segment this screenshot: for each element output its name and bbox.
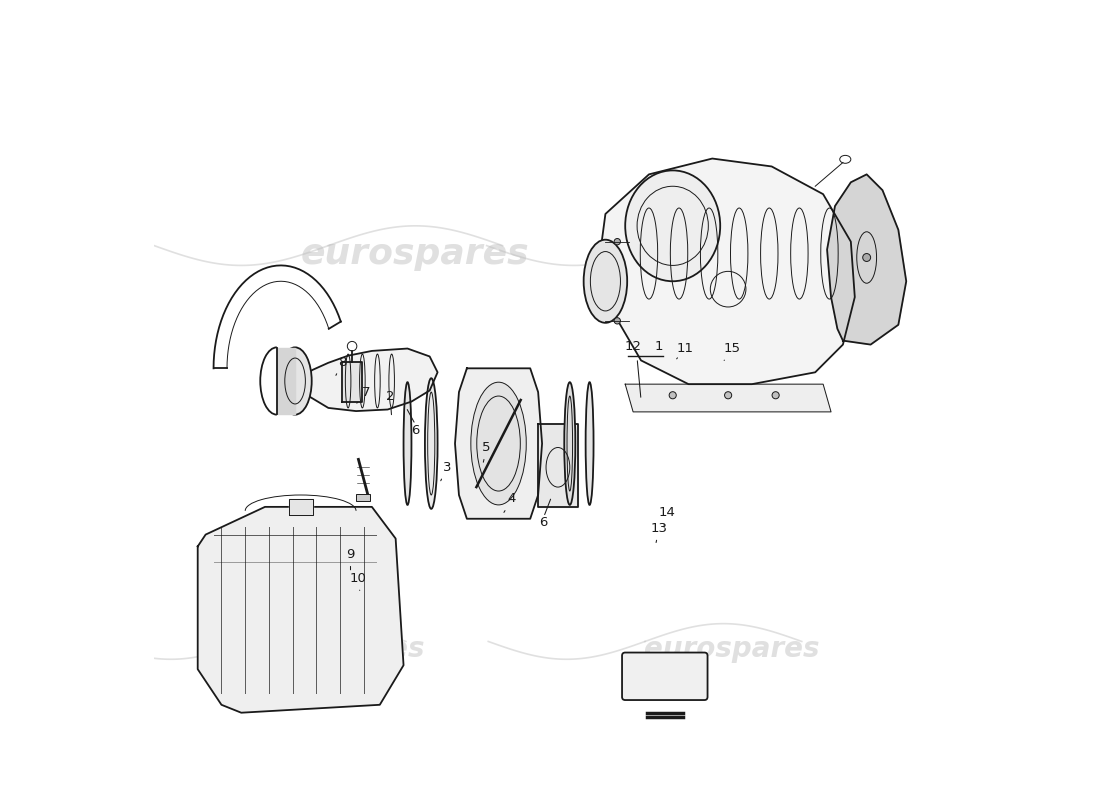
- Text: 6: 6: [539, 516, 548, 530]
- Ellipse shape: [669, 392, 676, 399]
- Ellipse shape: [625, 170, 720, 282]
- Ellipse shape: [614, 238, 620, 245]
- Text: 5: 5: [483, 441, 491, 462]
- Ellipse shape: [862, 254, 870, 262]
- Text: 15: 15: [724, 342, 740, 361]
- Polygon shape: [455, 368, 542, 518]
- Text: 11: 11: [676, 342, 693, 359]
- Text: 4: 4: [504, 493, 516, 513]
- Ellipse shape: [614, 318, 620, 324]
- Ellipse shape: [404, 382, 411, 505]
- Ellipse shape: [584, 240, 627, 323]
- Ellipse shape: [564, 382, 575, 505]
- Polygon shape: [342, 362, 362, 402]
- Polygon shape: [538, 424, 578, 507]
- Polygon shape: [277, 348, 295, 414]
- Polygon shape: [597, 158, 855, 384]
- FancyBboxPatch shape: [621, 653, 707, 700]
- Text: eurospares: eurospares: [301, 237, 530, 270]
- Ellipse shape: [425, 378, 438, 509]
- Polygon shape: [827, 174, 906, 345]
- Text: 14: 14: [659, 506, 675, 525]
- Ellipse shape: [772, 392, 779, 399]
- Polygon shape: [289, 499, 312, 514]
- Text: eurospares: eurospares: [249, 635, 424, 663]
- Text: 2: 2: [386, 390, 394, 414]
- Ellipse shape: [471, 382, 526, 505]
- Text: 8: 8: [336, 355, 346, 375]
- Text: 12: 12: [625, 341, 641, 354]
- Text: 9: 9: [346, 548, 354, 570]
- Text: 6: 6: [411, 423, 419, 437]
- Ellipse shape: [278, 347, 311, 414]
- Text: eurospares: eurospares: [634, 237, 862, 270]
- Text: 3: 3: [441, 461, 451, 481]
- Ellipse shape: [725, 392, 732, 399]
- Polygon shape: [293, 349, 438, 411]
- Polygon shape: [625, 384, 830, 412]
- Text: 7: 7: [356, 386, 371, 403]
- Text: eurospares: eurospares: [645, 635, 820, 663]
- Polygon shape: [198, 507, 404, 713]
- Text: 10: 10: [350, 572, 367, 590]
- Ellipse shape: [585, 382, 594, 505]
- Text: 13: 13: [651, 522, 668, 542]
- Bar: [356, 494, 370, 502]
- Text: 1: 1: [654, 341, 663, 354]
